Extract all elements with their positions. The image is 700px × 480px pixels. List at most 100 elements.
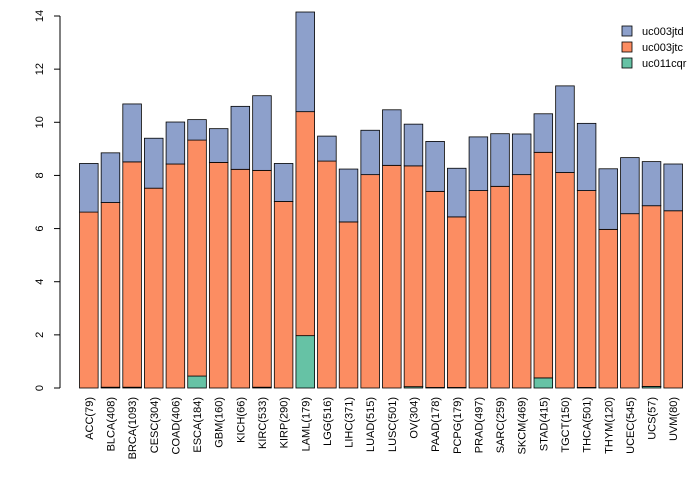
- bar-segment-uc003jtd: [576, 122, 597, 191]
- bar-segment-uc003jtd: [230, 105, 251, 170]
- bar-segment-uc003jtc: [663, 210, 683, 389]
- x-tick-label: LAML(179): [300, 397, 312, 451]
- x-axis-labels: ACC(79) BLCA(408) BRCA(1093) CESC(304) COAD(…: [84, 397, 680, 459]
- bar-segment-uc003jtc: [295, 111, 315, 337]
- x-tick-label: LIHC(371): [344, 397, 356, 448]
- bar-segment-uc003jtd: [144, 137, 164, 189]
- bar-segment-uc011cqr: [295, 335, 315, 389]
- legend-swatch: [621, 57, 633, 69]
- legend-label: uc003jtc: [642, 42, 683, 54]
- y-tick-label: 14: [34, 10, 46, 22]
- bar-segment-uc003jtc: [317, 160, 337, 389]
- bar-segment-uc003jtc: [100, 202, 121, 388]
- bar-segment-uc003jtc: [425, 190, 445, 388]
- x-tick-label: COAD(406): [170, 397, 182, 454]
- bar-segment-uc003jtd: [295, 11, 315, 113]
- y-tick-label: 2: [34, 332, 46, 338]
- bar-segment-uc003jtd: [555, 85, 575, 173]
- x-tick-label: ACC(79): [84, 397, 96, 440]
- x-tick-label: PAAD(178): [430, 397, 442, 452]
- x-tick-label: UVM(80): [668, 397, 680, 441]
- x-tick-label: STAD(415): [538, 397, 550, 451]
- legend-label: uc003jtd: [642, 26, 684, 38]
- bar-segment-uc003jtd: [490, 133, 510, 187]
- bar-segment-uc003jtd: [382, 109, 402, 166]
- bars: [79, 11, 683, 389]
- bar-segment-uc003jtc: [273, 201, 294, 389]
- bar-segment-uc003jtd: [165, 121, 186, 165]
- x-tick-label: TGCT(150): [560, 397, 572, 453]
- bar-segment-uc003jtd: [598, 168, 618, 230]
- bar-segment-uc003jtc: [598, 228, 618, 389]
- bar-segment-uc003jtc: [144, 187, 164, 389]
- y-tick-label: 4: [34, 279, 46, 285]
- bar-segment-uc003jtd: [100, 152, 121, 203]
- bar-segment-uc003jtd: [338, 168, 359, 223]
- bar-segment-uc003jtc: [576, 190, 597, 388]
- bar-segment-uc003jtc: [79, 211, 99, 389]
- bar-segment-uc003jtd: [425, 141, 445, 192]
- x-tick-label: UCEC(545): [625, 397, 637, 454]
- bar-segment-uc003jtd: [122, 103, 142, 163]
- bar-segment-uc003jtd: [79, 163, 99, 213]
- y-tick-label: 12: [34, 63, 46, 75]
- bar-segment-uc003jtc: [490, 185, 510, 389]
- x-tick-label: SARC(259): [495, 397, 507, 453]
- legend: uc003jtd uc003jtc uc011cqr: [621, 25, 687, 70]
- bar-segment-uc011cqr: [533, 377, 554, 389]
- x-tick-label: THYM(120): [603, 397, 615, 454]
- bar-segment-uc003jtc: [620, 213, 640, 389]
- bar-segment-uc003jtc: [533, 151, 554, 379]
- y-tick-label: 0: [34, 385, 46, 391]
- bar-segment-uc003jtd: [447, 167, 467, 218]
- x-tick-label: SKCM(469): [517, 397, 529, 454]
- bar-segment-uc003jtc: [360, 174, 380, 389]
- bar-segment-uc003jtd: [620, 157, 640, 215]
- bar-segment-uc003jtc: [122, 161, 142, 388]
- x-tick-label: KIRP(290): [279, 397, 291, 448]
- bar-segment-uc003jtd: [273, 163, 294, 202]
- x-tick-label: ESCA(184): [192, 397, 204, 453]
- bar-segment-uc003jtd: [317, 135, 337, 162]
- bar-segment-uc003jtd: [187, 119, 207, 141]
- bar-segment-uc003jtd: [208, 128, 229, 163]
- y-tick-label: 8: [34, 172, 46, 178]
- bar-segment-uc003jtd: [663, 163, 683, 212]
- bar-segment-uc003jtd: [360, 129, 380, 176]
- x-tick-label: UCS(57): [647, 397, 659, 440]
- y-tick-label: 6: [34, 226, 46, 232]
- bar-segment-uc003jtd: [403, 123, 424, 167]
- x-tick-label: PRAD(497): [473, 397, 485, 453]
- y-tick-label: 10: [34, 116, 46, 128]
- bar-segment-uc003jtc: [252, 169, 272, 388]
- x-tick-label: PCPG(179): [452, 397, 464, 454]
- bar-segment-uc003jtc: [447, 216, 467, 388]
- bar-segment-uc003jtc: [208, 162, 229, 389]
- bar-segment-uc003jtd: [252, 95, 272, 171]
- x-tick-label: OV(304): [408, 397, 420, 439]
- x-tick-label: LGG(516): [322, 397, 334, 446]
- x-tick-label: CESC(304): [149, 397, 161, 453]
- bar-segment-uc003jtc: [165, 163, 186, 389]
- bar-segment-uc003jtc: [230, 168, 251, 389]
- legend-label: uc011cqr: [642, 58, 687, 70]
- x-tick-label: BLCA(408): [105, 397, 117, 451]
- bar-segment-uc003jtd: [468, 136, 489, 191]
- bar-segment-uc003jtc: [338, 221, 359, 389]
- x-tick-label: LUAD(515): [365, 397, 377, 452]
- bar-segment-uc003jtc: [382, 164, 402, 389]
- bar-segment-uc003jtc: [187, 139, 207, 377]
- y-axis: 0 2 4 6 8 10 12 14: [34, 10, 61, 391]
- bar-segment-uc003jtc: [555, 172, 575, 389]
- x-tick-label: GBM(160): [214, 397, 226, 448]
- bar-segment-uc003jtc: [468, 190, 489, 389]
- legend-swatch: [621, 41, 633, 53]
- bar-segment-uc003jtc: [403, 165, 424, 388]
- x-tick-label: LUSC(501): [387, 397, 399, 452]
- bar-segment-uc011cqr: [187, 375, 207, 389]
- bar-segment-uc003jtd: [641, 161, 662, 207]
- x-tick-label: KICH(66): [235, 397, 247, 443]
- bar-segment-uc003jtd: [511, 133, 532, 176]
- bar-segment-uc003jtc: [641, 205, 662, 387]
